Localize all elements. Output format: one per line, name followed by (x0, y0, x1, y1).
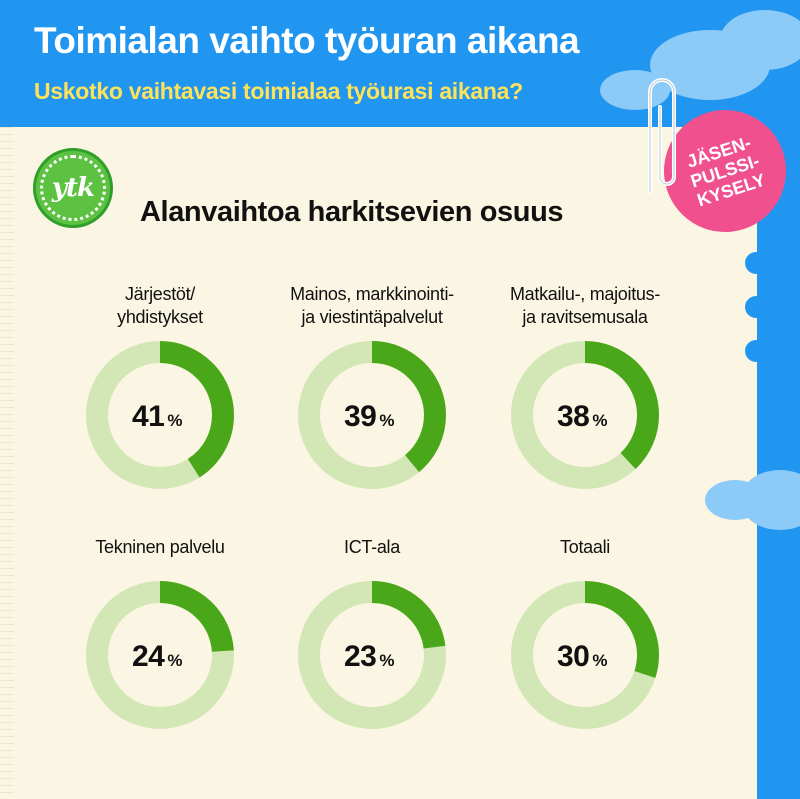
category-label: ja viestintäpalvelut (300, 307, 442, 327)
value-label: 38% (557, 400, 607, 433)
chart-title: Alanvaihtoa harkitsevien osuus (140, 196, 564, 228)
category-label: ja ravitsemusala (521, 307, 649, 327)
cloud-decoration (600, 70, 670, 110)
logo-text: ytk (51, 173, 95, 203)
value-number: 24 (132, 640, 165, 673)
value-unit: % (379, 411, 394, 430)
donut-value-arc (86, 341, 234, 489)
category-label: Totaali (560, 537, 610, 557)
page-title: Toimialan vaihto työuran aikana (34, 20, 580, 61)
value-label: 39% (344, 400, 394, 433)
donut-group: Mainos, markkinointi-ja viestintäpalvelu… (290, 284, 454, 489)
category-label: ICT-ala (344, 537, 401, 557)
value-number: 30 (557, 640, 589, 673)
donut-value-arc (298, 581, 446, 729)
paperclip-icon (648, 78, 676, 194)
paper-notch (745, 252, 767, 274)
category-label: yhdistykset (117, 307, 203, 327)
paper-notch (745, 340, 767, 362)
value-label: 41% (132, 400, 182, 433)
value-unit: % (592, 651, 607, 670)
category-label: Mainos, markkinointi- (290, 284, 454, 304)
donut-value-arc (511, 581, 659, 729)
donut-value-arc (86, 581, 234, 729)
donut-group: Järjestöt/yhdistykset 41% (86, 284, 234, 489)
category-label: Järjestöt/ (125, 284, 195, 304)
value-number: 41 (132, 400, 164, 433)
cloud-decoration (705, 480, 765, 520)
page-subtitle: Uskotko vaihtavasi toimialaa työurasi ai… (34, 78, 523, 104)
paper-notch (745, 296, 767, 318)
donut-group: Totaali 30% (511, 537, 659, 729)
value-label: 23% (344, 640, 394, 673)
value-label: 24% (132, 640, 182, 673)
value-number: 38 (557, 400, 589, 433)
value-unit: % (592, 411, 607, 430)
value-unit: % (167, 651, 182, 670)
donut-group: Tekninen palvelu 24% (86, 537, 234, 729)
value-label: 30% (557, 640, 607, 673)
category-label: Matkailu-, majoitus- (510, 284, 660, 304)
value-unit: % (167, 411, 182, 430)
donut-group: Matkailu-, majoitus-ja ravitsemusala 38% (510, 284, 661, 489)
value-number: 39 (344, 400, 376, 433)
donut-value-arc (511, 341, 659, 489)
value-number: 23 (344, 640, 376, 673)
ytk-logo: ytk (33, 148, 113, 228)
donut-group: ICT-ala 23% (298, 537, 446, 729)
category-label: Tekninen palvelu (95, 537, 224, 557)
logo-ring (40, 155, 106, 221)
donut-value-arc (298, 341, 446, 489)
cloud-decoration (720, 10, 800, 70)
value-unit: % (379, 651, 394, 670)
